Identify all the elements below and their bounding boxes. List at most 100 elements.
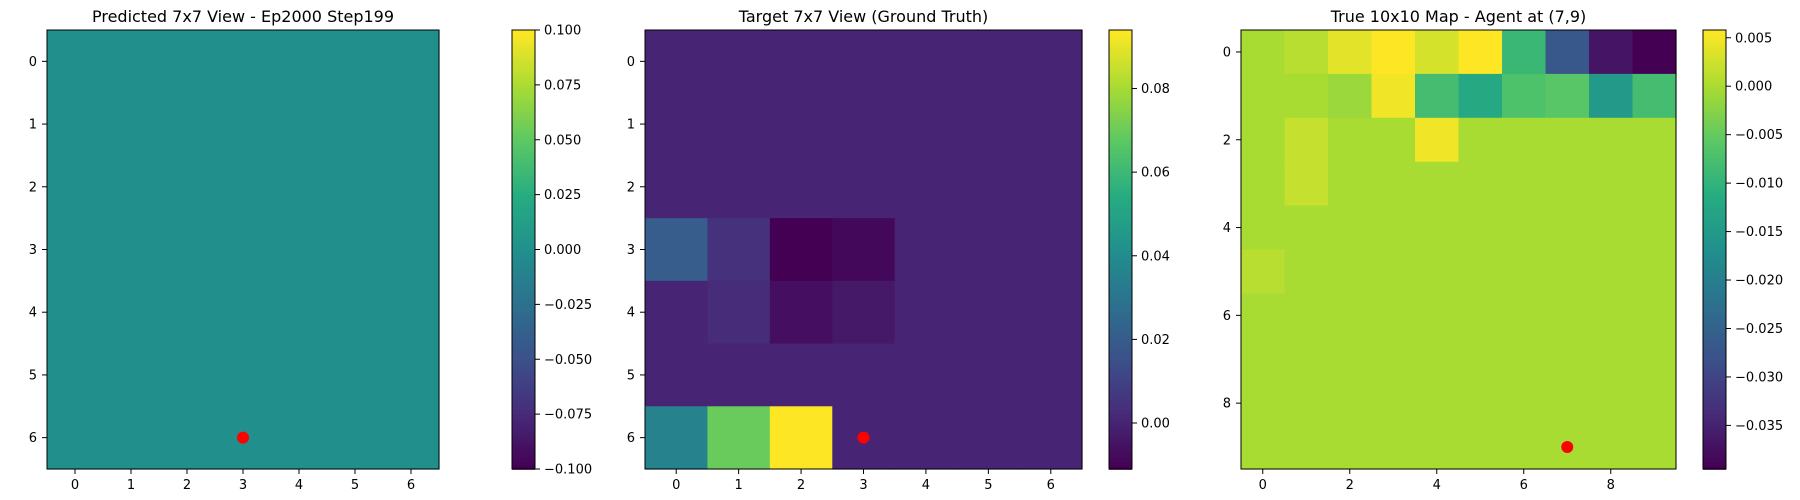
- colorbar-frame: [1702, 29, 1727, 470]
- colorbar-tick-label: −0.030: [1735, 370, 1783, 385]
- colorbar-segment: [1703, 315, 1726, 320]
- heatmap-cell: [1589, 249, 1634, 294]
- heatmap-cell: [159, 406, 216, 470]
- heatmap-cell: [1284, 381, 1329, 426]
- heatmap-cell: [1458, 117, 1503, 163]
- colorbar-segment: [1109, 337, 1132, 342]
- colorbar-segment: [512, 384, 535, 390]
- heatmap-cell: [1632, 249, 1677, 294]
- colorbar-segment: [1109, 194, 1132, 200]
- colorbar-tick-label: 0.100: [544, 24, 581, 39]
- colorbar-segment: [1109, 275, 1132, 280]
- heatmap-cell: [215, 92, 272, 157]
- panel-1: Predicted 7x7 View - Ep2000 Step199 0 1 2 3 4…: [29, 7, 592, 493]
- colorbar-segment: [1109, 154, 1132, 159]
- x-tick-label: 0: [672, 478, 680, 493]
- colorbar-segment: [1109, 421, 1132, 426]
- colorbar-segment: [512, 399, 535, 404]
- colorbar-segment: [1109, 103, 1132, 108]
- colorbar-segment: [1703, 183, 1726, 189]
- heatmap-cell: [1328, 30, 1373, 75]
- colorbar-segment: [1703, 344, 1726, 350]
- colorbar-segment: [1703, 351, 1726, 357]
- colorbar-segment: [1703, 44, 1726, 50]
- heatmap-cell: [1241, 425, 1286, 470]
- heatmap-cell: [103, 30, 160, 94]
- colorbar-tick-label: −0.035: [1735, 419, 1783, 434]
- colorbar-segment: [1703, 406, 1726, 412]
- heatmap-cell: [47, 155, 104, 219]
- colorbar-segment: [1703, 59, 1726, 64]
- colorbar-segment: [512, 421, 535, 426]
- colorbar-tick-label: −0.025: [1735, 322, 1783, 337]
- colorbar-segment: [1703, 447, 1726, 452]
- heatmap-cell: [1371, 425, 1416, 470]
- colorbar-segment: [1109, 304, 1132, 309]
- colorbar-segment: [1703, 348, 1726, 353]
- colorbar-segment: [512, 117, 535, 123]
- heatmap-cell: [1545, 30, 1590, 75]
- colorbar-segment: [1703, 381, 1726, 386]
- heatmap-cell: [1589, 425, 1634, 470]
- colorbar-segment: [1109, 99, 1132, 104]
- colorbar-segment: [1109, 88, 1132, 93]
- colorbar-segment: [1703, 403, 1726, 408]
- heatmap-cell: [1371, 249, 1416, 294]
- x-tick-label: 2: [1346, 478, 1354, 493]
- colorbar-segment: [512, 432, 535, 437]
- colorbar-tick-label: 0.02: [1141, 333, 1170, 348]
- colorbar-segment: [1703, 176, 1726, 181]
- heatmap-cell: [707, 155, 771, 219]
- heatmap-cell: [159, 343, 216, 407]
- heatmap-cell: [103, 218, 160, 282]
- heatmap-cell: [383, 406, 440, 470]
- colorbar-segment: [512, 77, 535, 83]
- colorbar-segment: [512, 443, 535, 448]
- colorbar-segment: [1703, 99, 1726, 104]
- colorbar-segment: [1703, 139, 1726, 145]
- colorbar-segment: [512, 278, 535, 284]
- heatmap-cell: [1458, 337, 1503, 382]
- heatmap-cell: [1019, 218, 1083, 282]
- heatmap-cell: [1545, 337, 1590, 382]
- colorbar-segment: [512, 139, 535, 145]
- heatmap-cell: [383, 30, 440, 94]
- heatmap-cell: [1284, 425, 1329, 470]
- colorbar-segment: [512, 245, 535, 251]
- heatmap-cell: [1328, 381, 1373, 426]
- colorbar-segment: [1109, 245, 1132, 251]
- heatmap-cell: [832, 92, 896, 157]
- colorbar-segment: [512, 428, 535, 434]
- heatmap-cell: [1502, 117, 1547, 163]
- colorbar-segment: [1109, 297, 1132, 302]
- heatmap-cell: [1241, 73, 1286, 119]
- x-tick-label: 0: [1259, 478, 1267, 493]
- colorbar-segment: [1109, 176, 1132, 181]
- colorbar-segment: [512, 165, 535, 170]
- colorbar-segment: [1703, 370, 1726, 375]
- heatmap-cell: [1241, 30, 1286, 75]
- heatmap-cell: [1502, 381, 1547, 426]
- heatmap-cell: [957, 406, 1021, 470]
- colorbar-segment: [1109, 165, 1132, 170]
- heatmap-cell: [957, 155, 1021, 219]
- colorbar-segment: [512, 395, 535, 401]
- heatmap-cell: [1458, 381, 1503, 426]
- colorbar-segment: [1109, 231, 1132, 236]
- colorbar-segment: [512, 300, 535, 306]
- colorbar-segment: [512, 183, 535, 189]
- heatmap-cell: [1284, 337, 1329, 382]
- heatmap-cell: [894, 155, 958, 219]
- colorbar-segment: [1703, 458, 1726, 463]
- heatmap-cell: [1589, 161, 1634, 207]
- colorbar-segment: [1703, 443, 1726, 448]
- colorbar-segment: [1703, 308, 1726, 313]
- colorbar-segment: [512, 128, 535, 134]
- colorbar-segment: [1703, 439, 1726, 445]
- colorbar-segment: [1703, 417, 1726, 423]
- heatmap-cell: [271, 406, 328, 470]
- colorbar-segment: [1703, 249, 1726, 254]
- heatmap-cell: [159, 92, 216, 157]
- colorbar-segment: [512, 176, 535, 181]
- heatmap-cell: [1241, 117, 1286, 163]
